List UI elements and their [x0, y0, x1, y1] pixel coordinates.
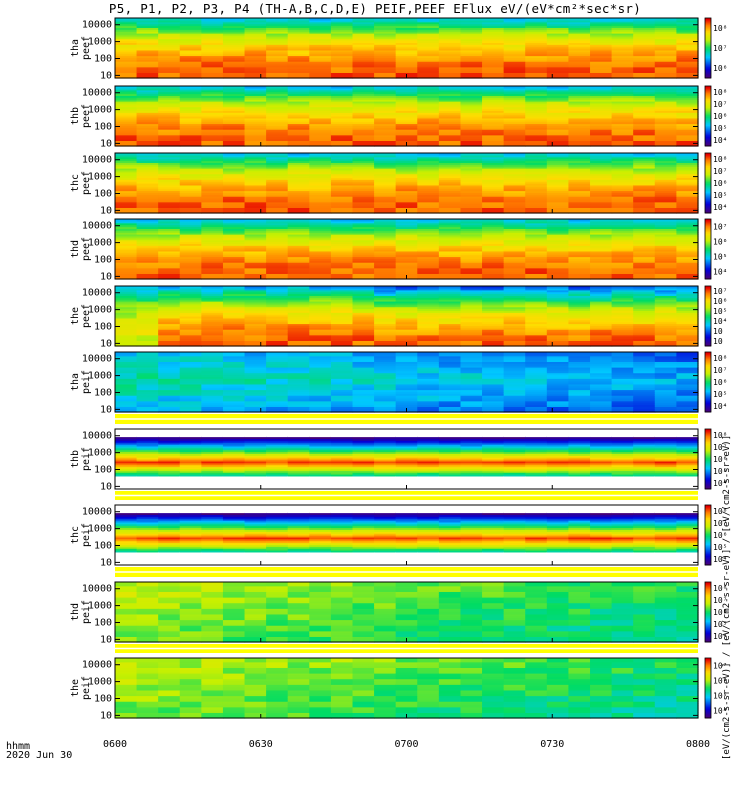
y-tick-label: 10000 — [82, 288, 112, 299]
y-tick-label: 10 — [100, 70, 112, 81]
y-tick-label: 10 — [100, 338, 112, 349]
y-tick-label: 100 — [94, 121, 112, 132]
y-tick-label: 100 — [94, 321, 112, 332]
y-tick-label: 100 — [94, 53, 112, 64]
panel-tha-peef: 10100100010000thapeef10⁶10⁷10⁸ — [70, 18, 727, 81]
y-tick-label: 10 — [100, 205, 112, 216]
y-tick-label: 10 — [100, 271, 112, 282]
y-tick-label: 10000 — [82, 221, 112, 232]
y-tick-label: 100 — [94, 188, 112, 199]
y-axis-label: thapeef — [70, 36, 92, 60]
y-tick-label: 10000 — [82, 20, 112, 31]
y-axis-label: thdpeef — [70, 237, 92, 261]
y-tick-label: 10000 — [82, 88, 112, 99]
panel-thb-peef: 10100100010000thbpeef10⁴10⁵10⁶10⁷10⁸ — [70, 86, 727, 149]
y-tick-label: 100 — [94, 254, 112, 265]
y-axis-label: thbpeef — [70, 104, 92, 128]
y-axis-label: thcpeef — [70, 171, 92, 195]
panel-thc-peef: 10100100010000thcpeef10⁴10⁵10⁶10⁷10⁸ — [70, 153, 727, 216]
panel-the-peef: 10100100010000thepeef10⁲10⁳10⁴10⁵10⁶10⁷ — [70, 286, 727, 349]
panel-tha-peif: 10100100010000thapeif10⁴10⁵10⁶10⁷10⁸ — [70, 352, 727, 415]
y-tick-label: 10 — [100, 138, 112, 149]
panel-thd-peef: 10100100010000thdpeef10⁴10⁵10⁶10⁷ — [70, 219, 727, 282]
y-tick-label: 10000 — [82, 155, 112, 166]
y-axis-label: thepeef — [70, 304, 92, 328]
